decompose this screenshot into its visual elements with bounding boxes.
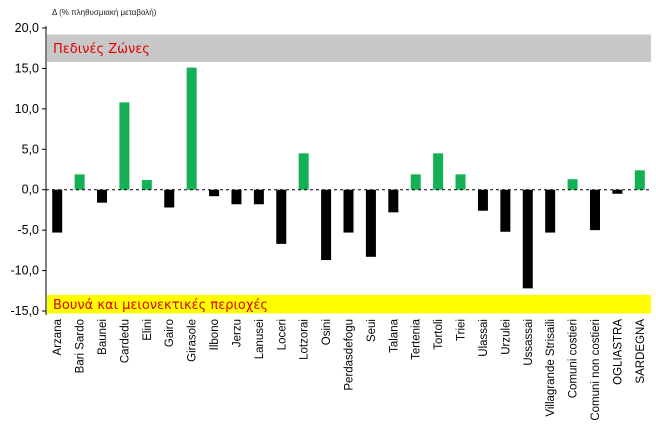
x-tick-label: Loceri	[276, 319, 288, 350]
bar-lotzorai	[298, 153, 309, 190]
x-tick-label: Talana	[388, 318, 400, 352]
y-tick-labels: 20,0 15,0 10,0 5,0 0,0 -5,0 -10,0 -15,0	[11, 21, 46, 318]
bar-jerzu	[231, 189, 242, 205]
bar-ogliastra	[612, 189, 623, 194]
x-tick-label: Seui	[366, 319, 378, 342]
bar-gairo	[164, 189, 175, 208]
bar-tortoli	[433, 153, 444, 190]
bar-cardedu	[119, 102, 130, 190]
x-tick-label: Elini	[142, 319, 154, 341]
x-tick-label: Cardedu	[119, 319, 131, 363]
y-tick-label: -10,0	[11, 264, 40, 278]
bar-seui	[365, 189, 376, 257]
bar-elini	[141, 180, 152, 190]
x-tick-label: Gairo	[164, 319, 176, 347]
x-tick-label: Urzulei	[500, 319, 512, 355]
bar-arzana	[52, 189, 63, 233]
bar-talana	[388, 189, 399, 213]
x-tick-label: Ussassai	[523, 319, 535, 366]
x-tick-label: Perdasdefogu	[344, 319, 356, 391]
bar-perdasdefogu	[343, 189, 354, 233]
bar-baunei	[97, 189, 108, 203]
bar-comuni-costieri	[567, 179, 578, 190]
x-tick-label: Girasole	[187, 319, 199, 362]
bar-villagrande-strisaili	[545, 189, 556, 233]
bar-tertenia	[410, 174, 421, 190]
x-tick-label: Ilbono	[209, 319, 221, 350]
bar-ussassai	[522, 189, 533, 289]
y-tick-label: 0,0	[22, 183, 39, 197]
bar-lanusei	[253, 189, 264, 205]
x-tick-label: OGLIASTRA	[612, 319, 624, 385]
bar-ilbono	[209, 189, 220, 197]
bar-ulassai	[477, 189, 488, 211]
y-tick-label: -5,0	[17, 223, 39, 237]
mountain-band-label: Βουνά και μειονεκτικές περιοχές	[53, 298, 268, 313]
x-tick-label: Lotzorai	[299, 319, 311, 360]
lowland-band-label: Πεδινές Ζώνες	[53, 42, 150, 57]
x-tick-label: Tortoli	[433, 319, 445, 350]
y-tick-label: -15,0	[11, 304, 40, 318]
x-tick-label: Lanusei	[254, 319, 266, 359]
bar-triei	[455, 174, 466, 190]
bars-group	[52, 67, 645, 289]
x-tick-label: Triei	[456, 319, 468, 341]
x-tick-label: Comuni non costieri	[590, 319, 602, 421]
annotation-bands: Πεδινές Ζώνες Βουνά και μειονεκτικές περι…	[47, 34, 651, 314]
x-tick-label: Jerzu	[231, 319, 243, 347]
y-tick-label: 15,0	[15, 61, 39, 75]
bar-comuni-non-costieri	[589, 189, 600, 231]
y-tick-label: 20,0	[15, 21, 39, 35]
y-tick-label: 5,0	[22, 142, 39, 156]
x-tick-label: Ulassai	[478, 319, 490, 357]
bar-osini	[321, 189, 332, 261]
x-tick-label: Arzana	[52, 318, 64, 355]
lowland-band	[47, 34, 651, 62]
x-tick-label: Osini	[321, 319, 333, 345]
x-tick-label: SARDEGNA	[635, 319, 647, 384]
mountain-band	[47, 294, 651, 314]
x-tick-label: Villagrande Strisaili	[545, 319, 557, 417]
bar-bari-sardo	[74, 174, 85, 190]
y-tick-label: 10,0	[15, 102, 39, 116]
x-tick-label: Comuni costieri	[568, 319, 580, 398]
x-tick-label: Baunei	[97, 319, 109, 355]
bar-girasole	[186, 67, 197, 190]
x-tick-label: Tertenia	[411, 318, 423, 360]
bar-urzulei	[500, 189, 511, 232]
bar-loceri	[276, 189, 287, 244]
axes-group	[45, 26, 651, 315]
y-axis-label: Δ (% πληθυσμιακή μεταβολή)	[52, 8, 157, 17]
bar-sardegna	[634, 170, 645, 190]
x-tick-label: Bari Sardo	[75, 319, 87, 373]
x-tick-labels: Arzana Bari Sardo Baunei Cardedu Elini Gairo G…	[52, 318, 647, 420]
